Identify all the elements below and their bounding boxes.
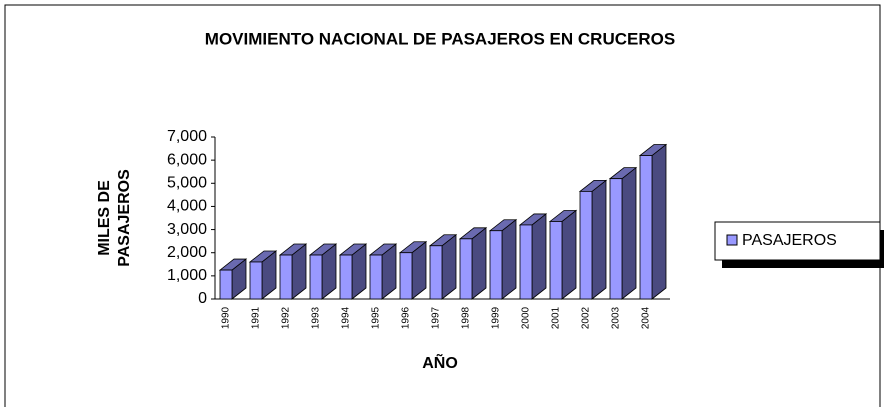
bar [309,254,323,300]
x-tick-label: 1999 [491,306,502,329]
bar [219,269,233,300]
x-tick-label: 1993 [311,306,322,329]
bar-side [561,209,577,300]
bar [279,254,293,300]
bar-side [651,143,667,300]
bar [399,252,413,300]
bar [459,238,473,300]
x-tick-label: 1998 [461,306,472,329]
x-tick-label: 1996 [401,306,412,329]
x-tick-label: 1995 [371,306,382,329]
y-tick-label: 2,000 [167,244,207,261]
x-tick-label: 2001 [551,306,562,329]
bar [519,224,533,300]
bar [639,155,653,300]
y-tick-label: 6,000 [167,151,207,168]
x-tick-label: 2004 [641,306,652,329]
bar [579,190,593,300]
bar-side [531,213,547,300]
bar-side [621,166,637,300]
y-axis-label: MILES DE [96,180,113,256]
x-axis-label: AÑO [422,352,458,372]
bar [369,254,383,300]
bar [249,261,263,300]
x-tick-label: 1994 [341,306,352,329]
x-tick-label: 1991 [251,306,262,329]
y-tick-label: 4,000 [167,198,207,215]
y-tick-label: 3,000 [167,221,207,238]
x-tick-label: 1997 [431,306,442,329]
bar [489,230,503,300]
x-tick-label: 2003 [611,306,622,329]
chart-border [4,4,881,407]
x-tick-label: 1992 [281,306,292,329]
legend-label: PASAJEROS [742,232,837,249]
y-axis-label: PASAJEROS [116,169,133,267]
bar-side [471,227,487,300]
chart-title: MOVIMIENTO NACIONAL DE PASAJEROS EN CRUC… [205,29,675,48]
y-tick-label: 5,000 [167,175,207,192]
legend-swatch [726,234,738,246]
y-tick-label: 0 [198,290,207,307]
bar-side [591,179,607,300]
x-tick-label: 1990 [221,306,232,329]
y-tick-label: 7,000 [167,128,207,145]
bar [429,245,443,300]
bar [549,221,563,300]
y-tick-label: 1,000 [167,267,207,284]
x-tick-label: 2002 [581,306,592,329]
bar [609,178,623,300]
bar-side [501,218,517,300]
legend-box [714,221,881,261]
bar [339,254,353,300]
x-tick-label: 2000 [521,306,532,329]
